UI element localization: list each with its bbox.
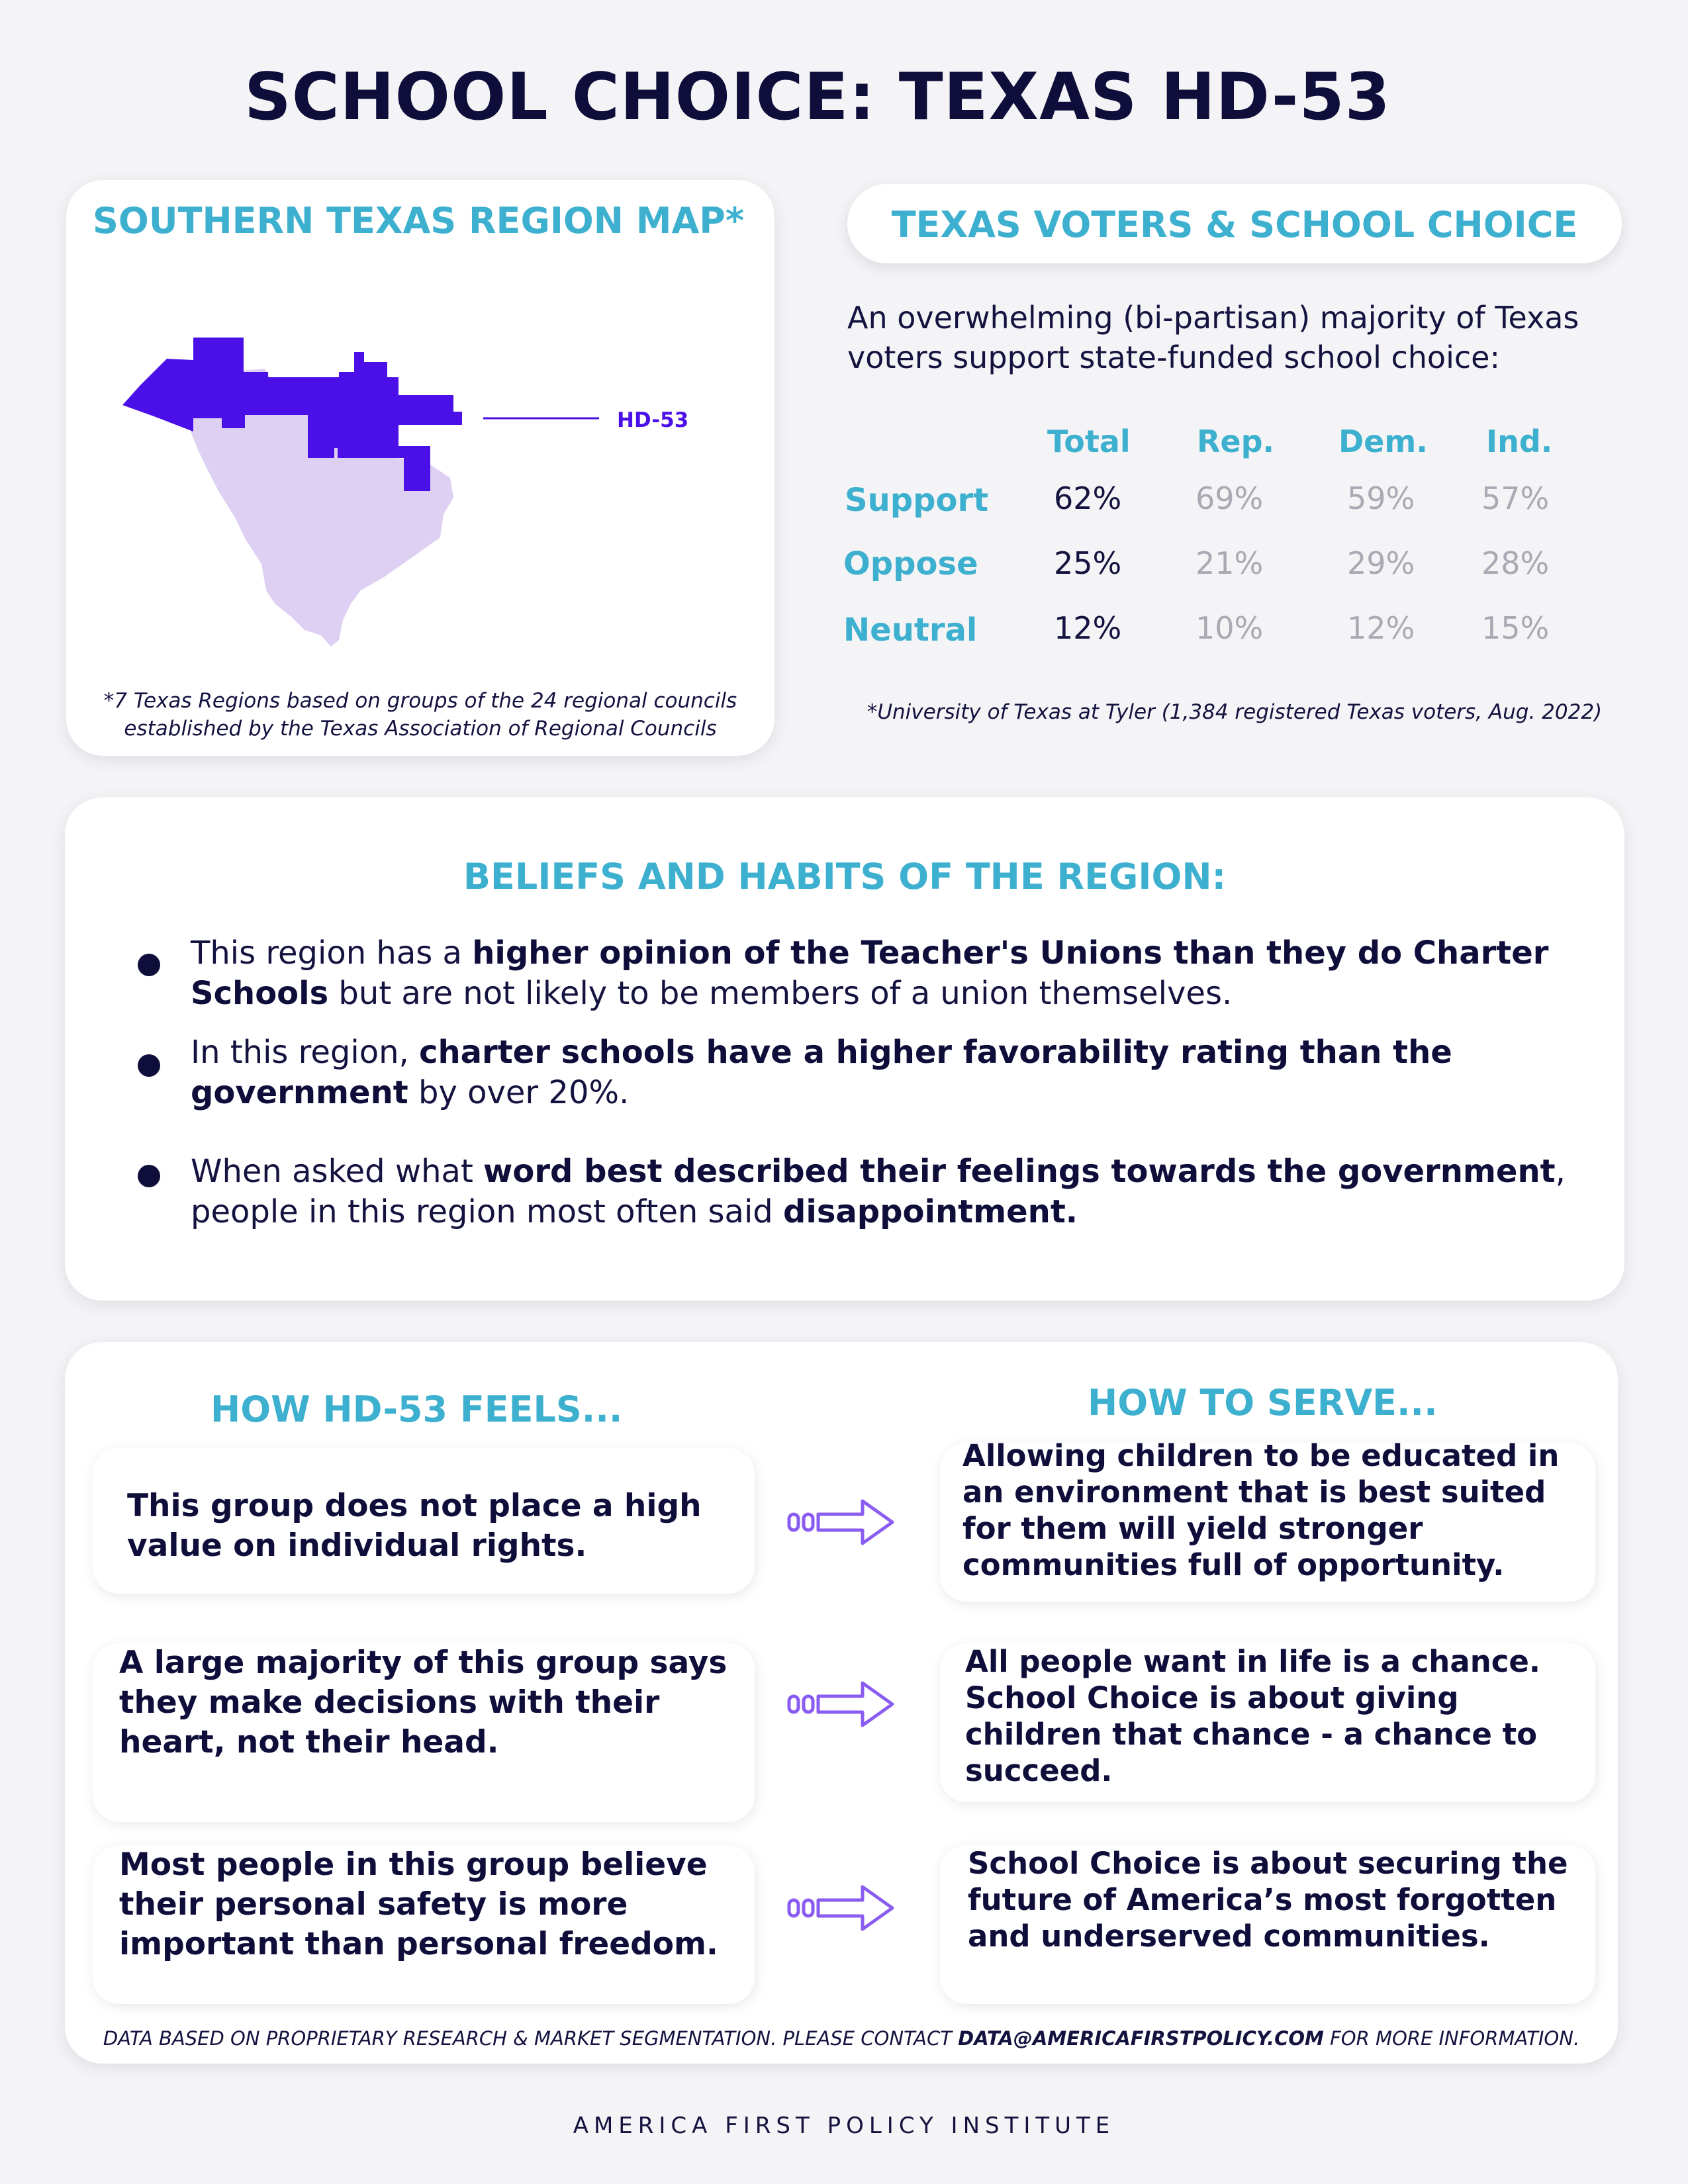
voters-intro: An overwhelming (bi-partisan) majority o… bbox=[847, 300, 1579, 375]
map-footnote-line2: established by the Texas Association of … bbox=[124, 717, 717, 741]
feels-text: This group does not place a high value o… bbox=[127, 1488, 702, 1564]
beliefs-card: BELIEFS AND HABITS OF THE REGION: This r… bbox=[65, 797, 1624, 1300]
region-map: HD-53 bbox=[122, 338, 688, 647]
feels-box: A large majority of this group says they… bbox=[93, 1643, 755, 1822]
bullet-dot-icon bbox=[138, 954, 160, 976]
column-header-total: Total bbox=[1047, 424, 1131, 459]
bullet-emphasis: higher opinion of the Teacher's Unions t… bbox=[191, 934, 1549, 1012]
survey-source: *University of Texas at Tyler (1,384 reg… bbox=[867, 700, 1603, 724]
table-cell: 57% bbox=[1481, 480, 1550, 516]
table-cell: 69% bbox=[1196, 480, 1264, 516]
voters-title-pill: TEXAS VOTERS & SCHOOL CHOICE bbox=[847, 184, 1622, 263]
arrow-right-icon bbox=[787, 1499, 894, 1545]
bullet-dot-icon bbox=[138, 1054, 160, 1077]
column-header-rep: Rep. bbox=[1197, 424, 1275, 459]
region-map-card: SOUTHERN TEXAS REGION MAP* HD-53 *7 Texa… bbox=[66, 180, 774, 756]
table-cell: 12% bbox=[1054, 610, 1122, 646]
serve-box: School Choice is about securing the futu… bbox=[940, 1845, 1595, 2004]
bullet-text-run: but are not likely to be members of a un… bbox=[328, 975, 1233, 1012]
feels-box: Most people in this group believe their … bbox=[93, 1845, 755, 2004]
bullet-text-run: , people in this region most often said bbox=[191, 1153, 1566, 1230]
feels-serve-card: HOW HD-53 FEELS... HOW TO SERVE... This … bbox=[65, 1342, 1618, 2064]
belief-bullet: When asked what word best described thei… bbox=[191, 1152, 1581, 1232]
row-label-oppose: Oppose bbox=[843, 545, 978, 582]
table-cell: 28% bbox=[1481, 545, 1550, 581]
feels-text: Most people in this group believe their … bbox=[119, 1846, 718, 1962]
bullet-text-run: When asked what bbox=[191, 1153, 484, 1190]
table-cell: 25% bbox=[1054, 545, 1122, 581]
serve-box: Allowing children to be educated in an e… bbox=[940, 1438, 1595, 1602]
serve-text: School Choice is about securing the futu… bbox=[968, 1846, 1568, 1954]
table-cell: 59% bbox=[1347, 480, 1415, 516]
column-header-dem: Dem. bbox=[1338, 424, 1428, 459]
beliefs-title: BELIEFS AND HABITS OF THE REGION: bbox=[463, 856, 1227, 897]
contact-email-link[interactable]: DATA@AMERICAFIRSTPOLICY.COM bbox=[958, 2027, 1324, 2050]
belief-bullet: This region has a higher opinion of the … bbox=[191, 933, 1581, 1014]
southern-texas-region-shape bbox=[185, 369, 453, 647]
table-cell: 62% bbox=[1054, 480, 1122, 516]
belief-bullet: In this region, charter schools have a h… bbox=[191, 1032, 1581, 1113]
feels-title: HOW HD-53 FEELS... bbox=[211, 1388, 623, 1430]
column-header-ind: Ind. bbox=[1486, 424, 1553, 459]
bullet-text-run: by over 20%. bbox=[408, 1074, 630, 1111]
table-cell: 15% bbox=[1481, 610, 1550, 646]
note-prefix: DATA BASED ON PROPRIETARY RESEARCH & MAR… bbox=[103, 2027, 959, 2050]
footer-brand: AMERICA FIRST POLICY INSTITUTE bbox=[573, 2113, 1115, 2139]
serve-text: All people want in life is a chance. Sch… bbox=[965, 1644, 1541, 1788]
hd-53-district-shape bbox=[122, 338, 462, 491]
serve-title: HOW TO SERVE... bbox=[1088, 1382, 1438, 1424]
data-contact-note: DATA BASED ON PROPRIETARY RESEARCH & MAR… bbox=[65, 2027, 1618, 2050]
table-cell: 21% bbox=[1196, 545, 1264, 581]
bullet-text-run: In this region, bbox=[191, 1034, 419, 1071]
serve-box: All people want in life is a chance. Sch… bbox=[940, 1643, 1595, 1802]
table-cell: 29% bbox=[1347, 545, 1415, 581]
bullet-emphasis: charter schools have a higher favorabili… bbox=[191, 1034, 1452, 1111]
district-callout-label: HD-53 bbox=[617, 408, 688, 432]
page-title: SCHOOL CHOICE: TEXAS HD-53 bbox=[244, 60, 1391, 135]
feels-text: A large majority of this group says they… bbox=[119, 1645, 727, 1760]
bullet-emphasis: disappointment. bbox=[783, 1193, 1078, 1230]
table-cell: 12% bbox=[1347, 610, 1415, 646]
arrow-right-icon bbox=[787, 1681, 894, 1727]
feels-box: This group does not place a high value o… bbox=[93, 1448, 755, 1594]
voters-title: TEXAS VOTERS & SCHOOL CHOICE bbox=[891, 204, 1578, 246]
bullet-text-run: This region has a bbox=[191, 934, 473, 972]
row-label-neutral: Neutral bbox=[843, 612, 978, 649]
serve-text: Allowing children to be educated in an e… bbox=[962, 1438, 1560, 1582]
bullet-emphasis: word best described their feelings towar… bbox=[483, 1153, 1556, 1190]
table-cell: 10% bbox=[1196, 610, 1264, 646]
row-label-support: Support bbox=[845, 482, 989, 519]
map-footnote: *7 Texas Regions based on groups of the … bbox=[79, 687, 761, 743]
map-footnote-line1: *7 Texas Regions based on groups of the … bbox=[103, 689, 737, 713]
arrow-right-icon bbox=[787, 1885, 894, 1931]
bullet-dot-icon bbox=[138, 1165, 160, 1187]
note-suffix: FOR MORE INFORMATION. bbox=[1323, 2027, 1580, 2050]
map-title: SOUTHERN TEXAS REGION MAP* bbox=[93, 200, 745, 242]
